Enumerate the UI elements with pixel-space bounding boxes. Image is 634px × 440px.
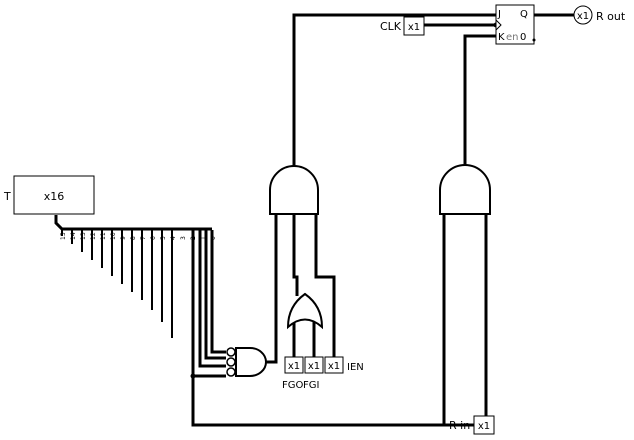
- splitter-bit-label: 12: [90, 232, 97, 240]
- wire-tap-2: [198, 230, 226, 368]
- splitter-bit-label: 3: [180, 236, 187, 240]
- fgo-input-pin[interactable]: x1 FGO: [282, 356, 304, 391]
- flipflop-q-label: Q: [520, 9, 528, 20]
- r-in-pin-box: [473, 415, 495, 435]
- r-in-pin-width: x1: [478, 421, 490, 432]
- inverter-bubble: [226, 347, 236, 357]
- clk-pin-box: [403, 16, 425, 36]
- ien-pin-box: [324, 356, 344, 374]
- and5-body: [235, 347, 267, 377]
- splitter-bit-label: 5: [160, 236, 167, 240]
- ien-pin-name: IEN: [347, 362, 364, 373]
- r-out-pin-width: x1: [577, 11, 589, 22]
- splitter-bit-label: 10: [110, 232, 117, 240]
- r-in-pin-name: R in: [449, 419, 470, 432]
- r-in-input-pin[interactable]: x1 R in: [449, 415, 495, 435]
- wire-splitter-bus: [54, 215, 212, 231]
- flipflop-en-dot: [532, 38, 536, 42]
- fgo-pin-box: [284, 356, 304, 374]
- flipflop-box: [495, 4, 535, 45]
- splitter-bit-label: 0: [210, 236, 217, 240]
- fgi-pin-box: [304, 356, 324, 374]
- clk-pin-width: x1: [408, 22, 420, 33]
- t-pin-name: T: [3, 190, 11, 203]
- junction-dot: [190, 373, 196, 379]
- wire-and1-to-j: [292, 13, 496, 166]
- jk-flip-flop[interactable]: J Q K en 0: [495, 4, 536, 45]
- wire-tap-3: [191, 230, 226, 378]
- flipflop-j-label: J: [497, 9, 501, 20]
- clk-pin-name: CLK: [380, 20, 402, 33]
- splitter-bit-label: 13: [80, 232, 87, 240]
- splitter-bit-label: 1: [200, 236, 207, 240]
- splitter-taps: 15 14 13 12 11 10 9 8 7 6 5 4 3 2 1 0: [60, 230, 217, 338]
- t-pin-box: [13, 175, 95, 215]
- splitter-bit-label: 4: [170, 236, 177, 240]
- inverter-bubble: [226, 367, 236, 377]
- and-gate-5-input: [226, 347, 267, 377]
- splitter-bit-label: 11: [100, 232, 107, 240]
- clock-triangle-icon: [495, 19, 502, 31]
- wire-tap-0: [210, 230, 226, 354]
- wire-ien-to-and1: [314, 214, 336, 357]
- flipflop-init-value: 0: [520, 32, 526, 43]
- wire-and2-to-k: [463, 34, 496, 166]
- t-pin-width: x16: [44, 190, 65, 203]
- t-input-pin[interactable]: T x16: [3, 175, 95, 215]
- ien-input-pin[interactable]: x1 IEN: [324, 356, 364, 374]
- fgi-input-pin[interactable]: x1 FGI: [303, 356, 324, 391]
- fgo-pin-width: x1: [288, 361, 300, 372]
- splitter-bit-label: 9: [120, 236, 127, 240]
- r-out-pin-circle: [573, 5, 593, 25]
- inverter-bubble: [226, 357, 236, 367]
- and-gate-left: [269, 165, 319, 215]
- ien-pin-width: x1: [328, 361, 340, 372]
- wire-rin: [191, 376, 476, 427]
- splitter-bit-label: 6: [150, 236, 157, 240]
- wire-or-to-and1: [292, 214, 299, 296]
- flipflop-k-label: K: [498, 32, 505, 43]
- splitter-bit-label: 8: [130, 236, 137, 240]
- fgi-pin-name: FGI: [303, 380, 319, 391]
- fgo-pin-name: FGO: [282, 380, 304, 391]
- splitter-bit-label: 2: [190, 236, 197, 240]
- flipflop-en-label: en: [506, 32, 519, 43]
- r-out-pin-name: R out: [596, 10, 626, 23]
- or-gate: [286, 292, 324, 330]
- clk-input-pin[interactable]: x1 CLK: [380, 16, 425, 36]
- splitter-bit-label: 14: [70, 232, 77, 240]
- wire-and5-to-and1: [266, 214, 278, 364]
- r-out-output-pin[interactable]: x1 R out: [573, 5, 626, 25]
- splitter-bit-label: 15: [60, 232, 67, 240]
- splitter-bit-label: 7: [140, 236, 147, 240]
- fgi-pin-width: x1: [308, 361, 320, 372]
- wire-tap-1: [204, 230, 226, 360]
- and-gate-right: [439, 164, 491, 215]
